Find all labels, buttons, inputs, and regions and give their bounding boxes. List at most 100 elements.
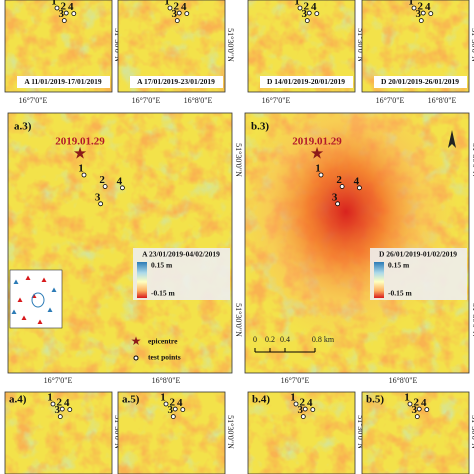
lat-label: 51°30'0"N [234, 303, 243, 337]
date-label: A 17/01/2019-23/01/2019 [137, 77, 215, 86]
test-point [300, 414, 306, 420]
point-label: 1 [51, 0, 57, 8]
test-point [63, 10, 69, 16]
point-label: 3 [332, 191, 338, 203]
point-label: 2 [60, 1, 66, 13]
map-texture [8, 113, 232, 373]
lat-label: 51°30'0"N [226, 28, 235, 62]
test-point [50, 401, 56, 407]
test-point [167, 5, 173, 11]
station [21, 315, 27, 320]
lon-label: 16°7'0"E [281, 376, 310, 385]
panel-label: b.5) [366, 394, 384, 406]
cbar-min: -0.15 m [151, 289, 175, 298]
test-point [61, 18, 67, 24]
point-label: 1 [78, 163, 84, 175]
point-label: 4 [64, 397, 70, 409]
test-point [414, 414, 420, 420]
scale-label: 0 [253, 335, 257, 344]
test-point [418, 18, 424, 24]
test-point [335, 201, 341, 207]
legend-epicentre: epicentre [148, 337, 178, 346]
point-label: 3 [55, 404, 61, 416]
test-point [102, 184, 108, 189]
point-label: 3 [95, 191, 101, 203]
test-point [163, 401, 169, 407]
test-point [172, 406, 178, 412]
point-label: 1 [47, 392, 53, 404]
station [47, 307, 53, 312]
test-point [81, 172, 87, 178]
test-point [428, 11, 434, 17]
date-label: D 14/01/2019-20/01/2019 [267, 77, 345, 86]
point-label: 3 [302, 8, 308, 20]
test-point [424, 407, 430, 413]
point-label: 4 [117, 175, 123, 187]
point-label: 4 [177, 397, 183, 409]
point-label: 3 [168, 404, 174, 416]
point-label: 2 [336, 174, 342, 186]
colorbar [137, 262, 147, 298]
map-texture [248, 392, 355, 474]
test-point [54, 5, 60, 11]
date-label: D 20/01/2019-26/01/2019 [381, 77, 459, 86]
station [37, 319, 43, 324]
test-point [180, 407, 186, 413]
test-point [420, 10, 426, 16]
map-texture [362, 392, 469, 474]
point-label: 4 [425, 1, 431, 13]
north-arrow [448, 130, 456, 148]
lat-label: 51°30'0"N [234, 143, 243, 177]
point-label: 2 [169, 397, 175, 409]
star: ★ [73, 146, 87, 163]
scale-label: 0.4 [280, 335, 290, 344]
station [13, 279, 19, 284]
panel-label: b.3) [251, 121, 269, 133]
station [17, 297, 23, 302]
point-label: 4 [181, 1, 187, 13]
map-frame [4, 0, 113, 93]
legend-box [370, 248, 467, 300]
event-date: 2019.01.29 [292, 136, 342, 148]
test-point [98, 201, 104, 207]
legend-box [133, 248, 230, 300]
test-point [176, 10, 182, 16]
lon-label: 16°7'0"E [376, 96, 405, 105]
point-label: 3 [412, 404, 418, 416]
cbar-max: 0.15 m [151, 261, 173, 270]
cbar-max: 0.15 m [388, 261, 410, 270]
station [11, 309, 17, 314]
test-point [67, 407, 73, 413]
point-label: 2 [417, 1, 423, 13]
map-frame [244, 112, 470, 374]
point-label: 3 [298, 404, 304, 416]
date-label: A 11/01/2019-17/01/2019 [24, 77, 102, 86]
date-box [130, 76, 223, 88]
test-point [120, 185, 125, 191]
interferogram: A 23/01/2019-04/02/2019 [142, 250, 220, 259]
test-point [318, 172, 324, 178]
test-point [174, 18, 180, 24]
point-label: 1 [294, 0, 300, 8]
deformation [245, 113, 469, 373]
inset-area [31, 292, 45, 308]
scale-label: 0.8 km [312, 335, 335, 344]
test-point [71, 11, 77, 17]
map-frame [361, 391, 470, 474]
point-label: 2 [173, 1, 179, 13]
station [51, 287, 57, 292]
test-point [314, 11, 320, 17]
test-point [310, 407, 316, 413]
lon-label: 16°8'0"E [428, 96, 457, 105]
inset [9, 269, 63, 329]
lon-label: 16°7'0"E [262, 96, 291, 105]
panel-label: a.3) [14, 121, 32, 133]
lat-label: 51°30'0"N [471, 303, 474, 337]
lon-label: 16°8'0"E [152, 376, 181, 385]
interferogram: D 26/01/2019-01/02/2019 [379, 250, 457, 259]
test-point [416, 406, 422, 412]
legend-points: test points [148, 353, 181, 362]
point-label: 1 [160, 392, 166, 404]
map-frame [247, 0, 356, 93]
